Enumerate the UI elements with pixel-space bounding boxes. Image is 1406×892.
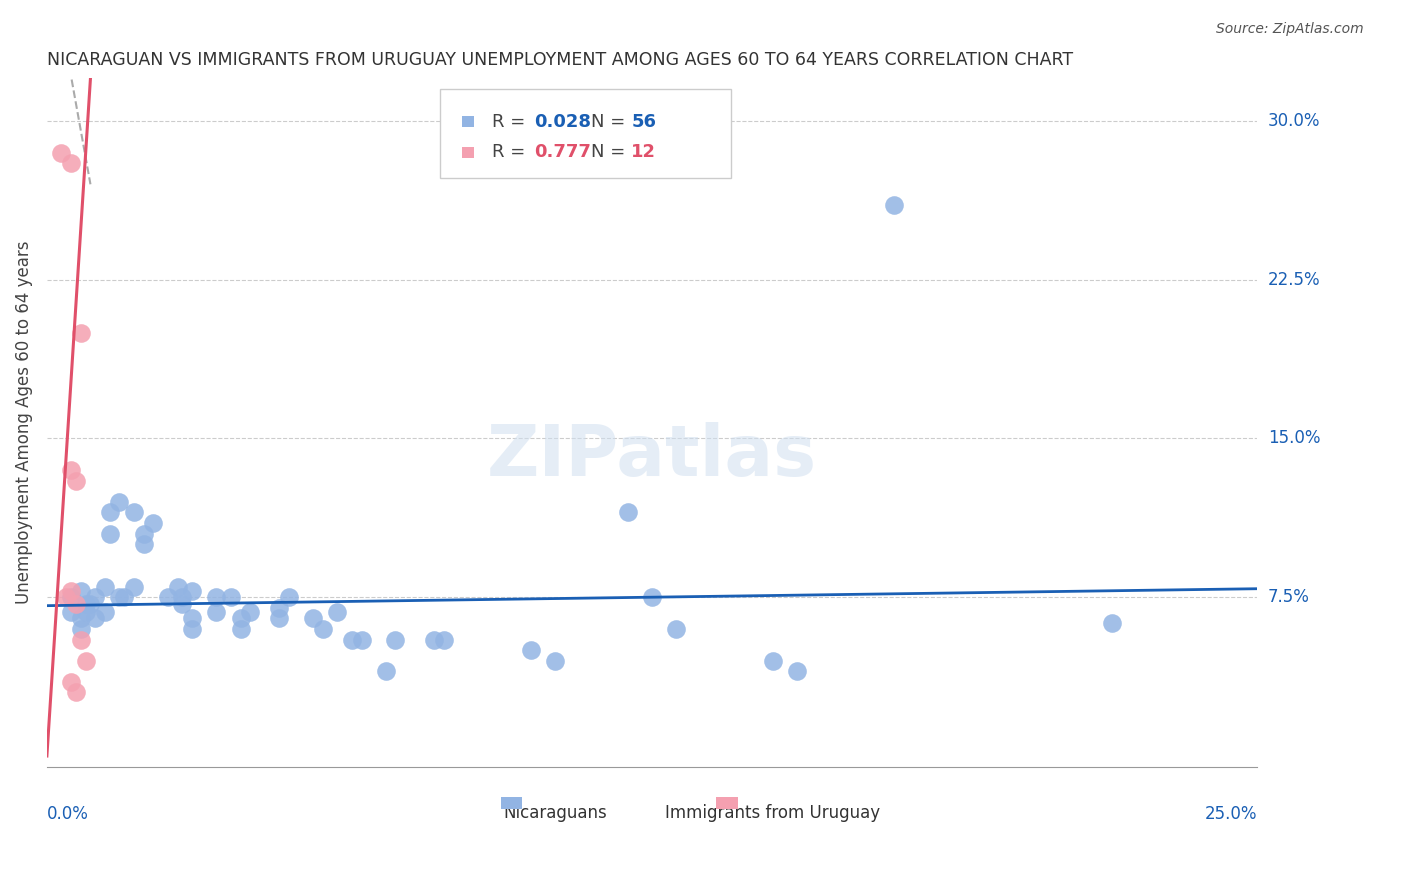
Point <box>181 622 204 636</box>
Point <box>69 632 91 647</box>
Point <box>205 591 228 605</box>
Point <box>122 506 145 520</box>
Point <box>98 526 121 541</box>
Text: 7.5%: 7.5% <box>1268 588 1310 607</box>
FancyBboxPatch shape <box>716 797 738 809</box>
Point <box>423 632 446 647</box>
Point <box>883 198 905 212</box>
Point <box>205 605 228 619</box>
Point <box>340 632 363 647</box>
Point <box>181 583 204 598</box>
Point <box>350 632 373 647</box>
Point <box>51 145 73 160</box>
Point <box>326 605 349 619</box>
Text: Nicaraguans: Nicaraguans <box>503 805 607 822</box>
Point <box>69 611 91 625</box>
Point <box>60 583 83 598</box>
Point <box>79 597 101 611</box>
Text: 15.0%: 15.0% <box>1268 429 1320 448</box>
Point <box>55 591 77 605</box>
Point <box>60 674 83 689</box>
Point <box>60 591 83 605</box>
Point <box>60 156 83 170</box>
Text: N =: N = <box>592 143 631 161</box>
Text: 0.028: 0.028 <box>534 112 592 131</box>
Point <box>98 506 121 520</box>
FancyBboxPatch shape <box>463 146 474 158</box>
Point <box>665 622 688 636</box>
Point <box>132 526 155 541</box>
Point <box>1101 615 1123 630</box>
Y-axis label: Unemployment Among Ages 60 to 64 years: Unemployment Among Ages 60 to 64 years <box>15 241 32 604</box>
Point <box>69 622 91 636</box>
Point <box>166 580 188 594</box>
Point <box>60 463 83 477</box>
Point <box>520 643 543 657</box>
Text: 56: 56 <box>631 112 657 131</box>
Point <box>269 611 291 625</box>
Point <box>94 580 117 594</box>
Point <box>277 591 299 605</box>
Point <box>433 632 456 647</box>
Point <box>312 622 335 636</box>
Point <box>384 632 406 647</box>
FancyBboxPatch shape <box>501 797 523 809</box>
Point <box>65 685 87 699</box>
Point <box>219 591 242 605</box>
Point <box>122 580 145 594</box>
Point <box>84 611 107 625</box>
Point <box>229 611 252 625</box>
Text: 22.5%: 22.5% <box>1268 270 1320 289</box>
Text: ZIPatlas: ZIPatlas <box>486 423 817 491</box>
Text: 25.0%: 25.0% <box>1205 805 1257 823</box>
Point <box>65 474 87 488</box>
Title: NICARAGUAN VS IMMIGRANTS FROM URUGUAY UNEMPLOYMENT AMONG AGES 60 TO 64 YEARS COR: NICARAGUAN VS IMMIGRANTS FROM URUGUAY UN… <box>46 51 1073 69</box>
Point <box>112 591 135 605</box>
Text: 30.0%: 30.0% <box>1268 112 1320 129</box>
Point <box>786 665 808 679</box>
Point <box>75 597 97 611</box>
Point <box>75 605 97 619</box>
Point <box>69 583 91 598</box>
Point <box>181 611 204 625</box>
Text: N =: N = <box>592 112 631 131</box>
Point <box>108 591 131 605</box>
Point <box>172 597 194 611</box>
Point <box>641 591 664 605</box>
Text: 12: 12 <box>631 143 657 161</box>
Point <box>108 495 131 509</box>
FancyBboxPatch shape <box>463 116 474 128</box>
Text: Source: ZipAtlas.com: Source: ZipAtlas.com <box>1216 22 1364 37</box>
Point <box>374 665 396 679</box>
FancyBboxPatch shape <box>440 88 731 178</box>
Point <box>762 654 785 668</box>
Point <box>239 605 262 619</box>
Point <box>94 605 117 619</box>
Text: Immigrants from Uruguay: Immigrants from Uruguay <box>665 805 880 822</box>
Point <box>616 506 638 520</box>
Point <box>60 605 83 619</box>
Point <box>132 537 155 551</box>
Text: 0.0%: 0.0% <box>46 805 89 823</box>
Point <box>156 591 179 605</box>
Point <box>75 654 97 668</box>
Text: R =: R = <box>492 143 531 161</box>
Point <box>69 326 91 340</box>
Point <box>302 611 325 625</box>
Point <box>84 591 107 605</box>
Text: 0.777: 0.777 <box>534 143 592 161</box>
Point <box>172 591 194 605</box>
Point <box>65 597 87 611</box>
Text: R =: R = <box>492 112 531 131</box>
Point <box>544 654 567 668</box>
Point <box>269 600 291 615</box>
Point <box>229 622 252 636</box>
Point <box>142 516 165 530</box>
